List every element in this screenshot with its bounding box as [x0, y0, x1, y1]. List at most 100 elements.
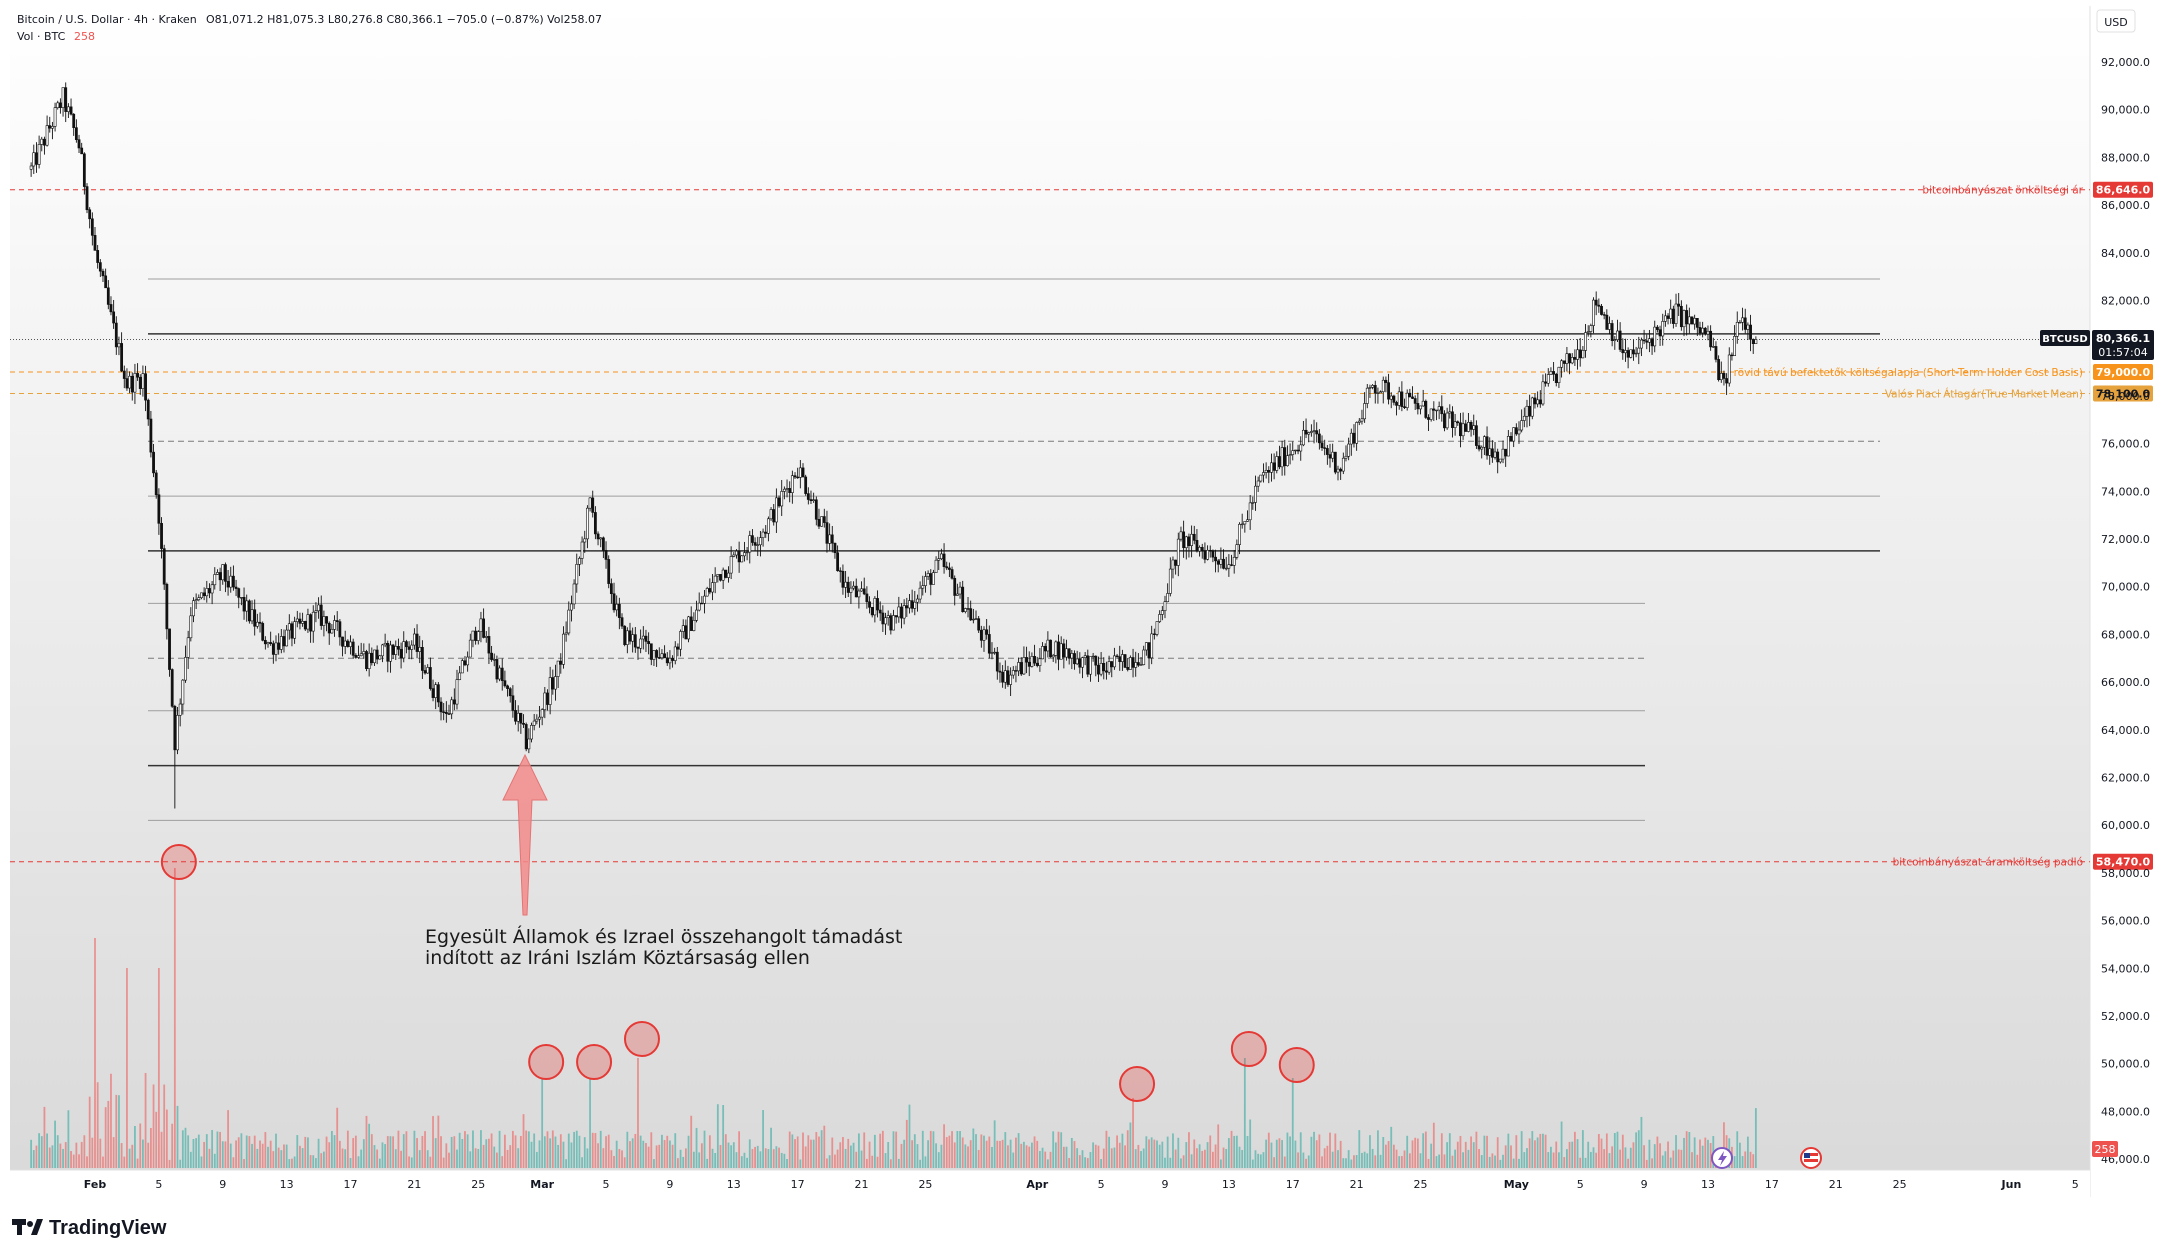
candle-up: [1570, 357, 1574, 364]
lightning-event-icon[interactable]: [1711, 1147, 1733, 1169]
candle-up: [1142, 649, 1146, 665]
candle-up: [743, 552, 746, 557]
candle-up: [381, 644, 384, 657]
candle-down: [104, 275, 108, 289]
candle-down: [1496, 451, 1500, 463]
candle-up: [782, 488, 786, 492]
volume-bar: [360, 1149, 363, 1168]
candle-down: [591, 497, 595, 513]
candle-up: [1536, 399, 1540, 405]
volume-bar: [1675, 1135, 1677, 1168]
volume-bar: [1235, 1135, 1238, 1168]
candle-up: [197, 597, 201, 601]
candle-down: [43, 138, 46, 146]
candle-down: [1642, 339, 1646, 342]
candle-down: [806, 493, 810, 500]
candle-up: [1389, 395, 1393, 400]
volume-bar: [1467, 1149, 1470, 1168]
candle-down: [1033, 656, 1036, 664]
candle-down: [1477, 445, 1481, 450]
volume-bar: [134, 1125, 136, 1168]
volume-bar: [615, 1140, 618, 1168]
candle-down: [1658, 329, 1662, 337]
volume-bar: [1054, 1142, 1057, 1168]
volume-bar: [344, 1149, 347, 1168]
candle-down: [1387, 382, 1390, 400]
candle-down: [1118, 656, 1122, 662]
volume-bar: [884, 1153, 887, 1168]
candle-down: [298, 618, 302, 624]
candle-down: [1621, 349, 1625, 354]
candle-up: [1070, 653, 1074, 659]
volume-legend-label[interactable]: Vol · BTC: [17, 30, 66, 43]
volume-bar: [1031, 1142, 1033, 1168]
candle-down: [876, 598, 879, 611]
candle-down: [1610, 323, 1614, 341]
volume-bar: [1616, 1131, 1619, 1168]
candle-down: [1025, 657, 1028, 663]
volume-bar: [1238, 1146, 1241, 1168]
volume-bar: [1566, 1149, 1568, 1168]
volume-bar: [740, 1156, 743, 1168]
volume-bar: [1166, 1136, 1169, 1168]
candle-down: [157, 494, 161, 524]
volume-bar: [1097, 1145, 1100, 1168]
candle-down: [162, 548, 166, 585]
symbol-line[interactable]: Bitcoin / U.S. Dollar · 4h · Kraken: [17, 13, 197, 26]
candle-down: [1097, 664, 1100, 675]
candle-down: [929, 573, 933, 585]
candle-up: [1616, 330, 1619, 340]
volume-bar: [959, 1131, 961, 1168]
volume-bar: [378, 1158, 381, 1168]
candle-down: [1067, 648, 1071, 659]
candle-up: [1349, 432, 1353, 445]
volume-bar: [581, 1157, 583, 1168]
volume-bar: [1129, 1122, 1132, 1168]
tradingview-logo[interactable]: TradingView: [12, 1217, 167, 1239]
candle-up: [1629, 349, 1633, 358]
candle-up: [974, 618, 978, 620]
candle-up: [492, 659, 496, 661]
candle-up: [1235, 544, 1239, 558]
volume-bar: [1536, 1137, 1539, 1168]
volume-bar: [1243, 1058, 1246, 1168]
candle-down: [72, 113, 76, 128]
candle-down: [58, 102, 62, 108]
volume-bar: [583, 1137, 586, 1168]
volume-bar: [381, 1142, 384, 1168]
volume-bar: [1749, 1151, 1752, 1168]
candle-up: [908, 600, 911, 609]
volume-bar: [376, 1149, 379, 1168]
volume-bar: [759, 1151, 762, 1168]
candle-down: [354, 655, 358, 658]
candle-up: [660, 653, 664, 659]
us-flag-event-icon[interactable]: [1800, 1147, 1822, 1169]
volume-bar: [1206, 1142, 1209, 1168]
volume-bar: [868, 1141, 871, 1168]
volume-bar: [823, 1125, 826, 1168]
candle-down: [862, 588, 866, 595]
candle-down: [96, 250, 100, 263]
candle-up: [1381, 379, 1385, 393]
candle-down: [1725, 378, 1729, 384]
candle-down: [753, 542, 757, 546]
candle-up: [1640, 339, 1643, 349]
price-scale-background[interactable]: [2090, 6, 2160, 1197]
volume-bar: [887, 1142, 890, 1168]
volume-bar: [1012, 1152, 1015, 1168]
candle-up: [1309, 431, 1313, 433]
candle-down: [226, 581, 230, 588]
time-scale-background[interactable]: [10, 1170, 2090, 1197]
price-tick-label: 64,000.0: [2101, 724, 2150, 737]
volume-bar: [349, 1158, 352, 1168]
candle-up: [1166, 593, 1170, 603]
volume-bar: [647, 1146, 650, 1168]
volume-bar: [1289, 1136, 1291, 1168]
candle-down: [261, 623, 265, 641]
price-tick-label: 88,000.0: [2101, 151, 2150, 164]
time-tick-label: Mar: [530, 1178, 554, 1191]
currency-box[interactable]: [2096, 9, 2136, 33]
volume-bar: [738, 1131, 741, 1168]
candle-up: [1113, 655, 1116, 668]
